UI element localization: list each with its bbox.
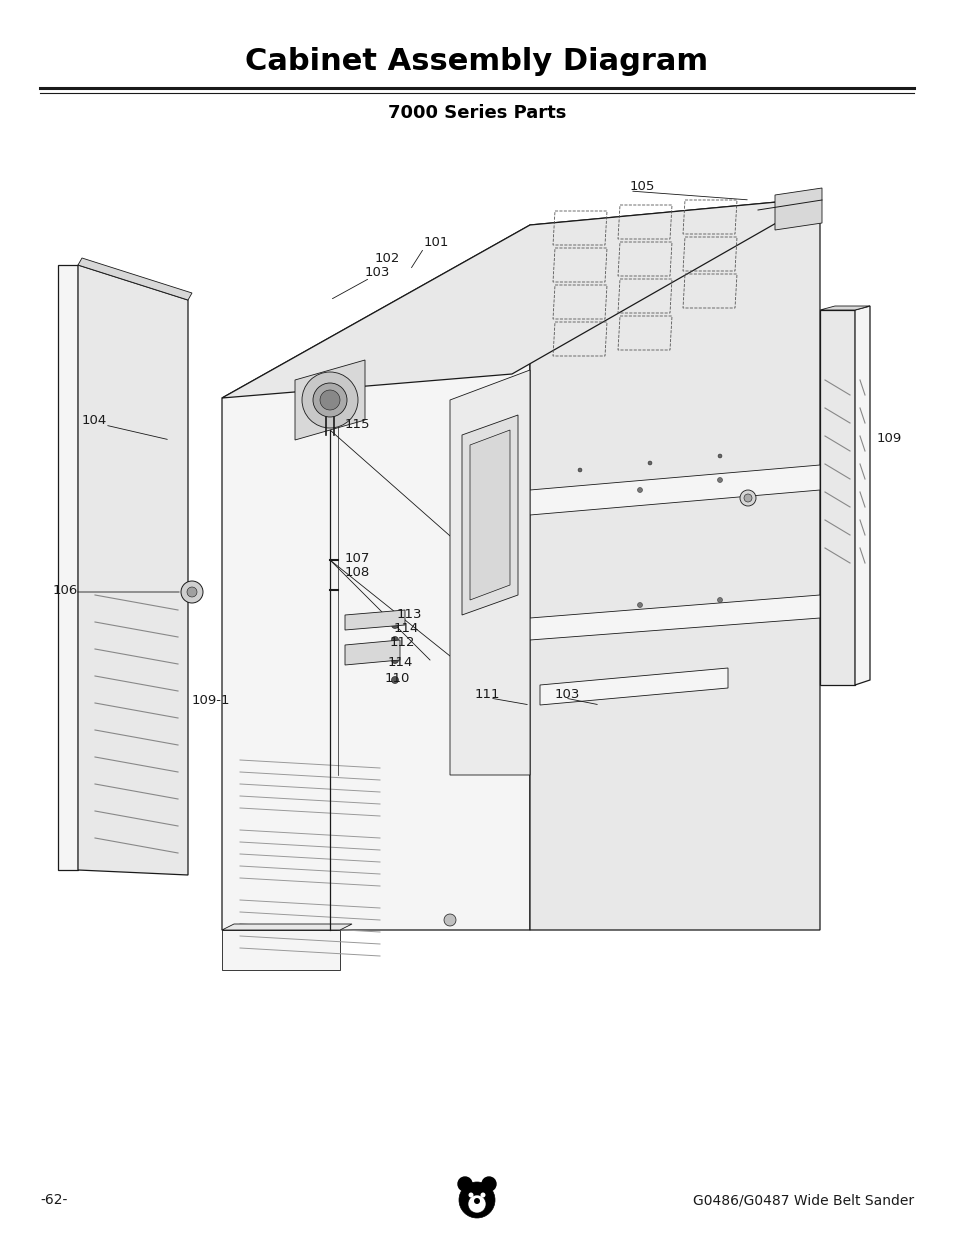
Text: 107: 107 [345, 552, 370, 564]
Text: Cabinet Assembly Diagram: Cabinet Assembly Diagram [245, 47, 708, 77]
Circle shape [319, 390, 339, 410]
Polygon shape [530, 595, 820, 640]
Circle shape [302, 372, 357, 429]
Circle shape [187, 587, 196, 597]
Circle shape [468, 1193, 473, 1198]
Polygon shape [820, 306, 869, 310]
Polygon shape [530, 466, 820, 515]
Polygon shape [222, 930, 339, 969]
Text: 101: 101 [423, 236, 449, 249]
Polygon shape [539, 668, 727, 705]
Circle shape [647, 461, 651, 466]
Text: 110: 110 [385, 672, 410, 684]
Circle shape [481, 1177, 496, 1191]
Circle shape [391, 611, 398, 619]
Text: 103: 103 [555, 688, 579, 701]
Polygon shape [345, 610, 405, 630]
Text: 104: 104 [82, 414, 107, 426]
Circle shape [717, 598, 721, 603]
Text: 106: 106 [53, 583, 78, 597]
Polygon shape [461, 415, 517, 615]
Polygon shape [345, 640, 399, 664]
Circle shape [443, 914, 456, 926]
Text: 113: 113 [396, 609, 422, 621]
Circle shape [637, 488, 641, 493]
Polygon shape [78, 266, 188, 876]
Circle shape [457, 1177, 472, 1191]
Text: 111: 111 [475, 688, 500, 701]
Polygon shape [294, 359, 365, 440]
Text: -62-: -62- [40, 1193, 68, 1207]
Polygon shape [470, 430, 510, 600]
Polygon shape [58, 266, 78, 869]
Circle shape [468, 1195, 485, 1213]
Polygon shape [78, 258, 192, 300]
Polygon shape [774, 188, 821, 230]
Circle shape [743, 494, 751, 501]
Polygon shape [450, 370, 530, 776]
Circle shape [474, 1198, 479, 1204]
Circle shape [480, 1193, 485, 1198]
Circle shape [313, 383, 347, 417]
Polygon shape [330, 280, 530, 776]
Text: 109-1: 109-1 [192, 694, 231, 706]
Text: 103: 103 [365, 267, 390, 279]
Text: 114: 114 [388, 656, 413, 668]
Text: 108: 108 [345, 566, 370, 578]
Circle shape [717, 478, 721, 483]
Circle shape [181, 580, 203, 603]
Polygon shape [222, 225, 530, 930]
Circle shape [391, 636, 398, 643]
Circle shape [391, 677, 398, 683]
Text: G0486/G0487 Wide Belt Sander: G0486/G0487 Wide Belt Sander [692, 1193, 913, 1207]
Text: 112: 112 [390, 636, 416, 648]
Circle shape [391, 621, 398, 629]
Circle shape [578, 468, 581, 472]
Polygon shape [222, 198, 820, 398]
Text: 114: 114 [394, 621, 419, 635]
Text: 102: 102 [375, 252, 400, 264]
Text: 115: 115 [345, 419, 370, 431]
Circle shape [637, 603, 641, 608]
Polygon shape [222, 924, 352, 930]
Polygon shape [820, 310, 854, 685]
Circle shape [391, 657, 398, 663]
Circle shape [458, 1182, 495, 1218]
Circle shape [718, 454, 721, 458]
Text: 109: 109 [876, 431, 902, 445]
Polygon shape [854, 306, 869, 685]
Polygon shape [530, 198, 820, 930]
Text: 105: 105 [629, 179, 655, 193]
Text: 7000 Series Parts: 7000 Series Parts [388, 104, 565, 122]
Circle shape [740, 490, 755, 506]
